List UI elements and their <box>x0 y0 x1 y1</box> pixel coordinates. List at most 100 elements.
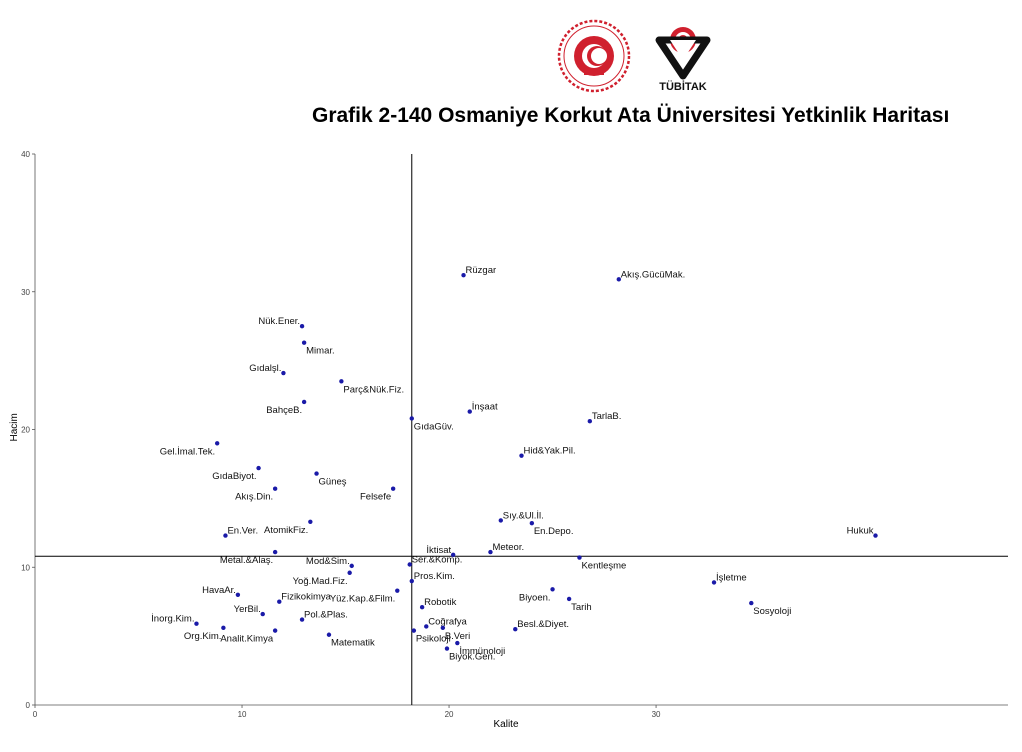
point-label: TarlaB. <box>592 411 622 422</box>
data-point <box>194 621 199 626</box>
point-label: Akış.Din. <box>235 492 273 503</box>
point-label: Biyok.Gen. <box>449 652 495 663</box>
point-label: YerBil. <box>234 604 261 615</box>
point-label: Metal.&Alaş. <box>220 555 273 566</box>
y-tick-label: 10 <box>21 563 30 572</box>
point-label: Fizikokimya <box>281 592 331 603</box>
point-label: Hid&Yak.Pil. <box>524 446 576 457</box>
data-point <box>411 628 417 633</box>
data-point <box>450 552 456 558</box>
data-point <box>577 555 582 560</box>
x-tick-label: 10 <box>238 710 247 719</box>
chart-points: Rüzgar Akış.GücüMak. Nük.Ener. Mimar. Gıdalş… <box>151 265 878 663</box>
page-title: Grafik 2-140 Osmaniye Korkut Ata Ünivers… <box>312 104 950 127</box>
data-point <box>349 563 354 569</box>
point-label: En.Ver. <box>227 526 258 537</box>
point-label: Akış.GücüMak. <box>621 269 685 280</box>
data-point <box>444 646 450 651</box>
y-tick-label: 40 <box>21 150 30 159</box>
point-label: Mod&Sim. <box>306 556 350 567</box>
point-label: Gel.İmal.Tek. <box>160 446 215 457</box>
chart-axes: 0 10 20 30 0 10 20 30 40 <box>21 150 1008 719</box>
data-point <box>409 416 414 421</box>
point-label: BahçeB. <box>266 405 302 416</box>
point-label: Psikoloji <box>416 634 451 645</box>
data-point <box>395 588 400 593</box>
data-point <box>461 273 466 278</box>
x-tick-label: 0 <box>33 710 38 719</box>
point-label: B.Veri <box>445 631 470 642</box>
point-label: Parç&Nük.Fiz. <box>343 384 404 395</box>
y-axis-label: Hacim <box>9 413 20 441</box>
point-label: Ser.&Komp. <box>412 554 463 565</box>
point-label: Kentleşme <box>581 561 626 572</box>
point-label: Güneş <box>319 477 347 488</box>
y-tick-label: 30 <box>21 288 30 297</box>
tubitak-logo-text: TÜBİTAK <box>659 80 707 93</box>
data-point <box>256 465 261 471</box>
data-point <box>550 587 555 592</box>
data-point <box>221 625 226 631</box>
data-point <box>272 628 278 633</box>
point-label: Robotik <box>424 597 456 608</box>
point-label: GıdaGüv. <box>414 421 454 432</box>
point-label: Felsefe <box>360 492 391 503</box>
data-point <box>711 580 717 585</box>
data-point <box>260 611 265 617</box>
point-label: Tarih <box>571 602 592 613</box>
data-point <box>529 520 535 526</box>
point-label: Matematik <box>331 638 375 649</box>
data-point <box>455 640 460 646</box>
data-point <box>314 471 319 476</box>
data-point <box>223 533 228 538</box>
point-label: İnşaat <box>472 402 498 413</box>
data-point <box>281 370 286 376</box>
point-label: İmmünoloji <box>459 646 505 657</box>
point-label: Sosyoloji <box>753 606 791 617</box>
x-tick-label: 20 <box>445 710 454 719</box>
data-point <box>873 533 878 538</box>
data-point <box>407 562 412 567</box>
data-point <box>272 486 278 491</box>
data-point <box>424 624 429 629</box>
point-label: Hukuk <box>847 526 874 537</box>
point-label: Mimar. <box>306 346 335 357</box>
ministry-seal-logo <box>557 19 631 93</box>
data-point <box>566 596 572 602</box>
data-point <box>409 578 414 584</box>
data-point <box>467 409 472 414</box>
data-point <box>513 627 518 632</box>
data-point <box>616 277 621 282</box>
point-label: İktisat <box>426 545 451 556</box>
point-label: Rüzgar <box>466 265 497 276</box>
point-label: Coğrafya <box>428 616 467 627</box>
logos-svg: TÜBİTAK <box>557 19 711 93</box>
data-point <box>308 519 313 524</box>
data-point <box>326 632 332 637</box>
point-label: Analit.Kimya <box>220 634 274 645</box>
tubitak-logo: TÜBİTAK <box>655 27 711 93</box>
point-label: İşletme <box>716 572 747 583</box>
point-label: Sıy.&Ul.İl. <box>503 510 544 521</box>
point-label: Yüz.Kap.&Film. <box>330 594 395 605</box>
point-label: Pros.Kim. <box>414 571 455 582</box>
data-point <box>749 600 754 606</box>
point-label: İnorg.Kim. <box>151 614 194 625</box>
data-point <box>488 549 493 555</box>
data-point <box>339 379 344 384</box>
y-tick-label: 20 <box>21 426 30 435</box>
data-point <box>235 592 241 597</box>
data-point <box>301 340 307 345</box>
data-point <box>440 625 446 631</box>
y-tick-label: 0 <box>26 701 31 710</box>
scatter-chart: 0 10 20 30 0 10 20 30 40 Rüzgar Akış.GücüMak. Nük.… <box>9 150 1008 730</box>
point-label: Org.Kim. <box>184 631 221 642</box>
point-label: En.Depo. <box>534 526 574 537</box>
point-label: Meteor. <box>492 542 524 553</box>
x-axis-label: Kalite <box>494 719 519 730</box>
point-label: AtomikFiz. <box>264 525 308 536</box>
point-label: Pol.&Plas. <box>304 610 348 621</box>
data-point <box>299 617 305 622</box>
point-label: GıdaBiyot. <box>212 471 256 482</box>
point-label: Gıdalşl. <box>249 363 281 374</box>
